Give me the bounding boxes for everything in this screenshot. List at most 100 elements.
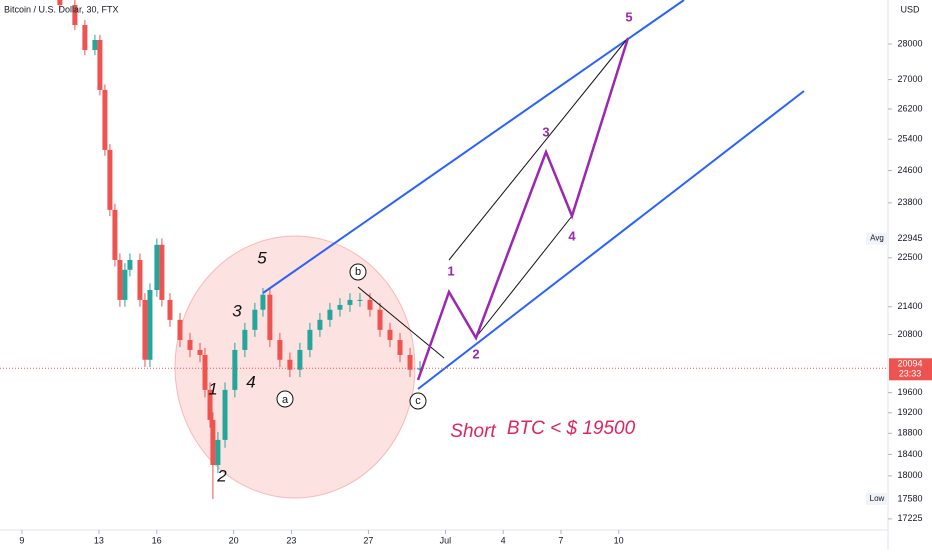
x-tick-label: 7 xyxy=(558,535,563,545)
price-tag-bg xyxy=(889,492,932,505)
last-price-label: 20094 xyxy=(897,359,922,369)
candle-body xyxy=(260,294,266,310)
y-tick-label: 18000 xyxy=(897,470,922,480)
wave-label: c xyxy=(415,395,421,407)
candle-body xyxy=(252,309,258,330)
highlight-circle xyxy=(174,235,416,499)
y-tick-label: 18800 xyxy=(897,428,922,438)
x-tick-label: Jul xyxy=(440,535,452,545)
x-tick-label: 4 xyxy=(501,535,506,545)
candle-body xyxy=(147,289,153,360)
price-tag-bg xyxy=(889,232,932,245)
chart-title: Bitcoin / U.S. Dollar, 30, FTX xyxy=(4,4,119,14)
candle-body xyxy=(317,319,323,330)
countdown-label: 23:33 xyxy=(899,369,922,379)
y-tick-label: 19600 xyxy=(897,387,922,397)
wave-circle xyxy=(409,392,427,410)
y-tick-label: 26200 xyxy=(897,103,922,113)
y-tick-label: 25400 xyxy=(897,134,922,144)
channel-lower xyxy=(417,90,805,390)
y-tick-label: 22500 xyxy=(897,252,922,262)
note: Short xyxy=(450,421,496,442)
candle-body xyxy=(177,319,183,340)
candle-body xyxy=(407,354,413,370)
projection-path xyxy=(416,37,630,381)
y-tick-label: 23800 xyxy=(897,197,922,207)
candle-body xyxy=(154,244,160,290)
price-tag-label-bg xyxy=(866,232,888,245)
trend-line xyxy=(476,215,573,337)
trend-line xyxy=(448,37,629,261)
candle-body xyxy=(417,368,423,370)
candle-body xyxy=(82,25,88,50)
x-tick-label: 9 xyxy=(19,535,24,545)
candle-body xyxy=(117,259,123,300)
y-tick-label: 17225 xyxy=(897,513,922,523)
y-tick-label: 27000 xyxy=(897,74,922,84)
price-tag-value: 22945 xyxy=(897,233,922,243)
projection-label: 4 xyxy=(568,228,576,243)
candle-body xyxy=(57,0,63,6)
candle-body xyxy=(187,339,193,350)
candle-body xyxy=(377,309,383,330)
x-tick-label: 10 xyxy=(614,535,624,545)
note: BTC < $ 19500 xyxy=(507,418,636,439)
wave-label: 3 xyxy=(232,301,242,320)
wave-label: b xyxy=(355,266,361,278)
candle-body xyxy=(242,329,248,350)
candle-body xyxy=(97,40,103,90)
candle-body xyxy=(307,329,313,350)
candle-body xyxy=(92,40,98,50)
y-tick-label: 18400 xyxy=(897,449,922,459)
candle-body xyxy=(72,5,78,26)
channel-upper xyxy=(262,0,685,294)
candle-body xyxy=(267,294,273,340)
candle-body xyxy=(215,439,221,466)
wave-label: 5 xyxy=(257,248,267,267)
drawings: 5 3 1 4 2 a b c 1 2 3 4 5 Short BTC < $ … xyxy=(208,0,805,485)
candle-body xyxy=(297,349,303,370)
price-tag-label-bg xyxy=(866,492,888,505)
candle-body xyxy=(167,299,173,320)
x-tick-label: 20 xyxy=(229,535,239,545)
candle-body xyxy=(232,349,238,390)
candle-body xyxy=(277,339,283,360)
candle-body xyxy=(210,419,216,466)
price-tag-name: Avg xyxy=(870,234,884,243)
candle-body xyxy=(327,309,333,320)
candle-body xyxy=(222,389,228,440)
plot-area xyxy=(57,0,423,499)
currency-label: USD xyxy=(900,4,920,14)
projection-label: 3 xyxy=(542,124,549,139)
candle-body xyxy=(287,359,293,370)
wave-label: 1 xyxy=(208,379,217,398)
y-tick-label: 20800 xyxy=(897,329,922,339)
y-tick-label: 21400 xyxy=(897,301,922,311)
candle-body xyxy=(142,299,148,360)
candle-body xyxy=(197,349,203,355)
candle-body xyxy=(387,329,393,340)
candle-body xyxy=(127,259,133,270)
wave-label: 4 xyxy=(246,372,255,391)
candle-body xyxy=(397,339,403,355)
price-tag-name: Low xyxy=(870,494,885,503)
wave-label: 2 xyxy=(216,466,227,485)
x-tick-label: 13 xyxy=(94,535,104,545)
y-tick-label: 24600 xyxy=(897,165,922,175)
candle-body xyxy=(347,299,353,305)
x-tick-label: 16 xyxy=(152,535,162,545)
y-tick-label: 28000 xyxy=(897,38,922,48)
candle-body xyxy=(367,299,373,310)
y-tick-label: 19200 xyxy=(897,407,922,417)
wave-circle xyxy=(276,390,294,408)
candle-body xyxy=(107,149,113,210)
wave-circle xyxy=(349,263,367,281)
projection-label: 1 xyxy=(447,263,454,278)
candle-body xyxy=(202,354,208,390)
last-price-tag xyxy=(889,358,932,381)
x-tick-label: 27 xyxy=(363,535,373,545)
candle-body xyxy=(207,389,213,420)
price-tag-value: 17580 xyxy=(897,493,922,503)
projection-label: 5 xyxy=(625,9,632,24)
candle-body xyxy=(112,209,118,260)
